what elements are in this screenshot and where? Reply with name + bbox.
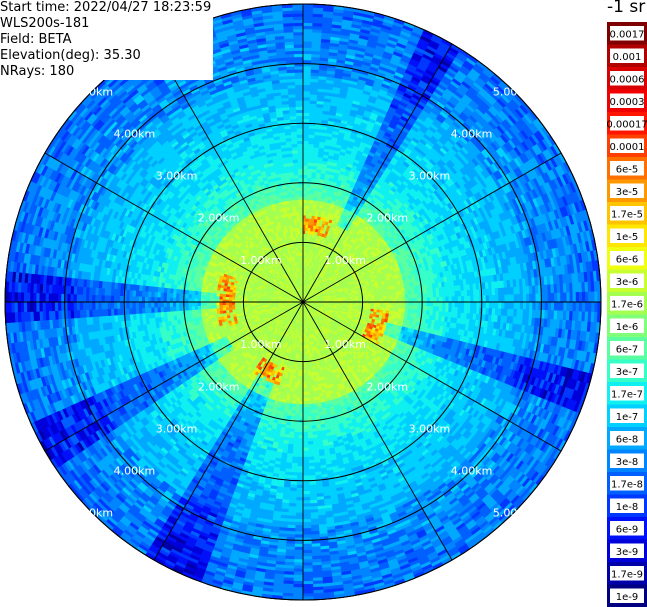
colorbar-label: 1e-5: [616, 232, 639, 243]
colorbar-swatch: 1.7e-9: [607, 562, 647, 585]
colorbar-label: 1.7e-6: [611, 299, 643, 310]
colorbar-label: 0.00017: [607, 119, 647, 130]
colorbar-label: 1.7e-8: [611, 479, 643, 490]
azimuth-spoke: [302, 43, 453, 303]
colorbar-swatch: 1e-8: [607, 494, 647, 517]
colorbar-label: 6e-5: [616, 164, 639, 175]
colorbar-label: 1e-6: [616, 322, 639, 333]
colorbar-swatch: 6e-7: [607, 337, 647, 360]
colorbar-swatch: 0.0003: [607, 89, 647, 112]
units-label: -1 sr: [607, 0, 646, 17]
range-label: 2.00km: [198, 212, 240, 225]
colorbar-swatch: 1e-7: [607, 404, 647, 427]
range-label: 5.00km: [71, 507, 113, 520]
colorbar-label: 1.7e-9: [611, 569, 643, 580]
azimuth-spoke: [302, 152, 562, 303]
colorbar-swatch: 1.7e-5: [607, 202, 647, 225]
azimuth-spoke: [44, 152, 304, 303]
colorbar-swatch: 0.001: [607, 44, 647, 67]
colorbar-label: 0.0003: [610, 97, 645, 108]
colorbar-swatch: 3e-9: [607, 539, 647, 562]
azimuth-spoke: [153, 43, 304, 303]
range-label: 2.00km: [198, 380, 240, 393]
azimuth-spokes: [5, 4, 601, 600]
colorbar-swatch: 0.0006: [607, 67, 647, 90]
range-label: 1.00km: [240, 254, 282, 267]
colorbar-label: 6e-6: [616, 254, 639, 265]
range-label: 5.00km: [493, 85, 535, 98]
start-time-label: Start time: 2022/04/27 18:23:59: [0, 0, 214, 16]
colorbar-label: 0.0001: [610, 142, 645, 153]
colorbar-label: 3e-8: [616, 457, 639, 468]
colorbar-swatch: 0.00017: [607, 112, 647, 135]
range-labels: 1.00km 1.00km 1.00km 1.00km 2.00km 2.00km 2.00…: [71, 85, 534, 519]
range-label: 4.00km: [114, 465, 156, 478]
nrays-label: NRays: 180: [0, 64, 214, 80]
range-label: 3.00km: [409, 170, 451, 183]
ppi-plot: 1.00km 1.00km 1.00km 1.00km 2.00km 2.00km 2.00…: [4, 3, 602, 601]
range-label: 4.00km: [451, 465, 493, 478]
azimuth-spoke: [44, 301, 304, 452]
scan-info-panel: Start time: 2022/04/27 18:23:59 WLS200s-…: [0, 0, 214, 80]
colorbar-label: 3e-9: [616, 547, 639, 558]
colorbar-label: 1e-7: [616, 412, 639, 423]
range-label: 2.00km: [366, 212, 408, 225]
elevation-label: Elevation(deg): 35.30: [0, 48, 214, 64]
range-label: 5.00km: [71, 85, 113, 98]
colorbar-swatch: 1e-5: [607, 224, 647, 247]
range-label: 4.00km: [114, 127, 156, 140]
azimuth-spoke: [302, 301, 562, 452]
colorbar-swatch: 3e-6: [607, 269, 647, 292]
colorbar-label: 1e-8: [616, 502, 639, 513]
colorbar-label: 0.001: [613, 52, 642, 63]
colorbar-swatch: 3e-7: [607, 359, 647, 382]
colorbar: 0.0017 0.001 0.0006 0.0003 0.00017 0.0001 6e-5…: [607, 22, 647, 607]
colorbar-swatch: 3e-5: [607, 179, 647, 202]
range-label: 3.00km: [409, 422, 451, 435]
range-label: 2.00km: [366, 380, 408, 393]
range-label: 3.00km: [156, 422, 198, 435]
colorbar-swatch: 6e-6: [607, 247, 647, 270]
range-label: 5.00km: [493, 507, 535, 520]
range-label: 4.00km: [451, 127, 493, 140]
colorbar-swatch: 1e-6: [607, 314, 647, 337]
azimuth-spoke: [302, 301, 453, 561]
range-label: 1.00km: [324, 338, 366, 351]
colorbar-label: 1e-9: [616, 592, 639, 603]
colorbar-swatch: 3e-8: [607, 449, 647, 472]
colorbar-label: 1.7e-5: [611, 209, 643, 220]
colorbar-label: 1.7e-7: [611, 389, 643, 400]
colorbar-swatch: 0.0017: [607, 22, 647, 45]
colorbar-label: 3e-6: [616, 277, 639, 288]
colorbar-label: 3e-5: [616, 187, 639, 198]
colorbar-label: 6e-7: [616, 344, 639, 355]
range-label: 3.00km: [156, 170, 198, 183]
colorbar-swatch: 1.7e-6: [607, 292, 647, 315]
colorbar-swatch: 6e-9: [607, 517, 647, 540]
colorbar-label: 3e-7: [616, 367, 639, 378]
colorbar-swatch: 1.7e-7: [607, 382, 647, 405]
colorbar-label: 6e-8: [616, 434, 639, 445]
range-label: 1.00km: [324, 254, 366, 267]
colorbar-label: 6e-9: [616, 524, 639, 535]
colorbar-swatch: 0.0001: [607, 134, 647, 157]
azimuth-spoke: [153, 301, 304, 561]
colorbar-swatch: 1e-9: [607, 584, 647, 607]
range-label: 1.00km: [240, 338, 282, 351]
colorbar-swatch: 1.7e-8: [607, 472, 647, 495]
colorbar-label: 0.0006: [610, 74, 645, 85]
device-label: WLS200s-181: [0, 16, 214, 32]
colorbar-swatch: 6e-5: [607, 157, 647, 180]
field-label: Field: BETA: [0, 32, 214, 48]
colorbar-swatch: 6e-8: [607, 427, 647, 450]
colorbar-label: 0.0017: [610, 29, 645, 40]
